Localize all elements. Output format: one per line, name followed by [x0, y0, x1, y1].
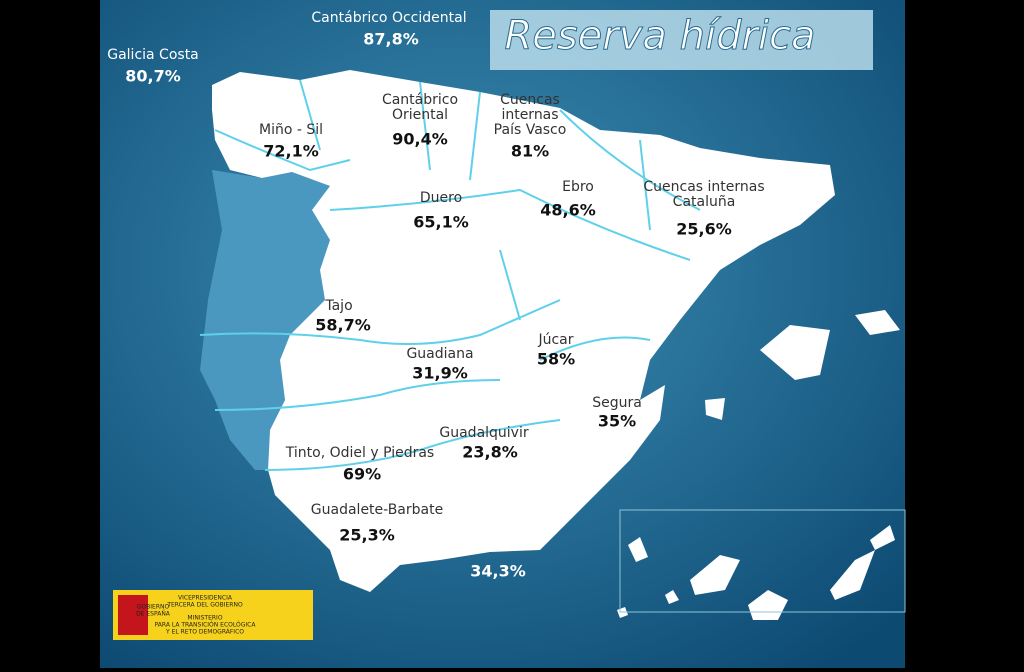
basin-value: 81% — [511, 142, 549, 161]
basin-name: Andaluza — [468, 529, 533, 545]
basin-label: Galicia Costa 80,7% — [107, 47, 199, 86]
basin-label: Tajo 58,7% — [315, 298, 371, 335]
basin-value: 58,7% — [315, 316, 371, 335]
logo-line: Y EL RETO DEMOGRÁFICO — [165, 629, 244, 636]
basin-name: Guadalete-Barbate — [311, 502, 443, 518]
islands — [617, 310, 900, 620]
basin-label: Tinto, Odiel y Piedras 69% — [285, 445, 434, 484]
basin-name: Galicia Costa — [107, 47, 199, 63]
basin-label: Miño - Sil 72,1% — [259, 122, 323, 161]
basin-value: 48,6% — [540, 201, 596, 220]
basin-name: Mediterránea — [453, 514, 546, 530]
basin-name: Duero — [420, 190, 462, 206]
basin-value: 35% — [598, 412, 636, 431]
basin-value: 69% — [343, 465, 381, 484]
logo-line: PARA LA TRANSICIÓN ECOLÓGICA — [155, 622, 257, 629]
basin-name: Ebro — [562, 179, 594, 195]
basin-value: 87,8% — [363, 30, 419, 49]
basin-value: 23,8% — [462, 443, 518, 462]
basin-value: 90,4% — [392, 130, 448, 149]
basin-name: Cuencas — [500, 92, 560, 108]
basin-value: 25,3% — [339, 526, 395, 545]
basin-name: País Vasco — [494, 122, 567, 138]
portugal — [200, 170, 330, 470]
basin-label: Júcar 58% — [537, 332, 575, 369]
logo-line: TERCERA DEL GOBIERNO — [166, 602, 243, 609]
title: Reserva hídrica — [504, 13, 815, 59]
basin-value: 25,6% — [676, 220, 732, 239]
basin-value: 58% — [537, 350, 575, 369]
logo-line: MINISTERIO — [187, 615, 222, 622]
basin-name: Tajo — [324, 298, 352, 314]
logo-line: GOBIERNO — [137, 604, 170, 611]
basin-value: 80,7% — [125, 67, 181, 86]
canary-inset — [619, 509, 906, 613]
basin-name: Júcar — [537, 332, 573, 348]
basin-name: Cuencas internas — [643, 179, 764, 195]
basin-name: Cuenca — [474, 499, 526, 515]
basin-value: 65,1% — [413, 213, 469, 232]
basin-label: Ebro 48,6% — [540, 179, 596, 220]
basin-label: Guadalete-Barbate 25,3% — [311, 502, 443, 545]
basin-name: Segura — [592, 395, 642, 411]
title-box — [490, 10, 873, 70]
logo-line: VICEPRESIDENCIA — [178, 595, 233, 602]
logo-line: DE ESPAÑA — [136, 611, 171, 618]
basin-name: Guadalquivir — [439, 425, 528, 441]
rivers — [199, 79, 701, 471]
basin-name: Cantábrico Occidental — [311, 10, 466, 26]
basin-name: Cataluña — [673, 194, 736, 210]
basin-name: Guadiana — [406, 346, 473, 362]
basin-value: 72,1% — [263, 142, 319, 161]
basin-name: internas — [501, 107, 558, 123]
basin-label: Cantábrico Occidental 87,8% — [311, 10, 466, 49]
basin-name: Tinto, Odiel y Piedras — [285, 445, 434, 461]
basin-label: Guadiana 31,9% — [406, 346, 473, 383]
basin-label: Duero 65,1% — [413, 190, 469, 232]
basin-value: 31,9% — [412, 364, 468, 383]
labels: Cantábrico Occidental 87,8% Galicia Costa 8… — [107, 10, 764, 581]
basin-value: 34,3% — [470, 562, 526, 581]
basin-name: Miño - Sil — [259, 122, 323, 138]
basin-name: Cantábrico — [382, 92, 458, 108]
basin-label: Guadalquivir 23,8% — [439, 425, 528, 462]
logo-shield — [118, 595, 148, 635]
basin-name: Oriental — [392, 107, 448, 123]
